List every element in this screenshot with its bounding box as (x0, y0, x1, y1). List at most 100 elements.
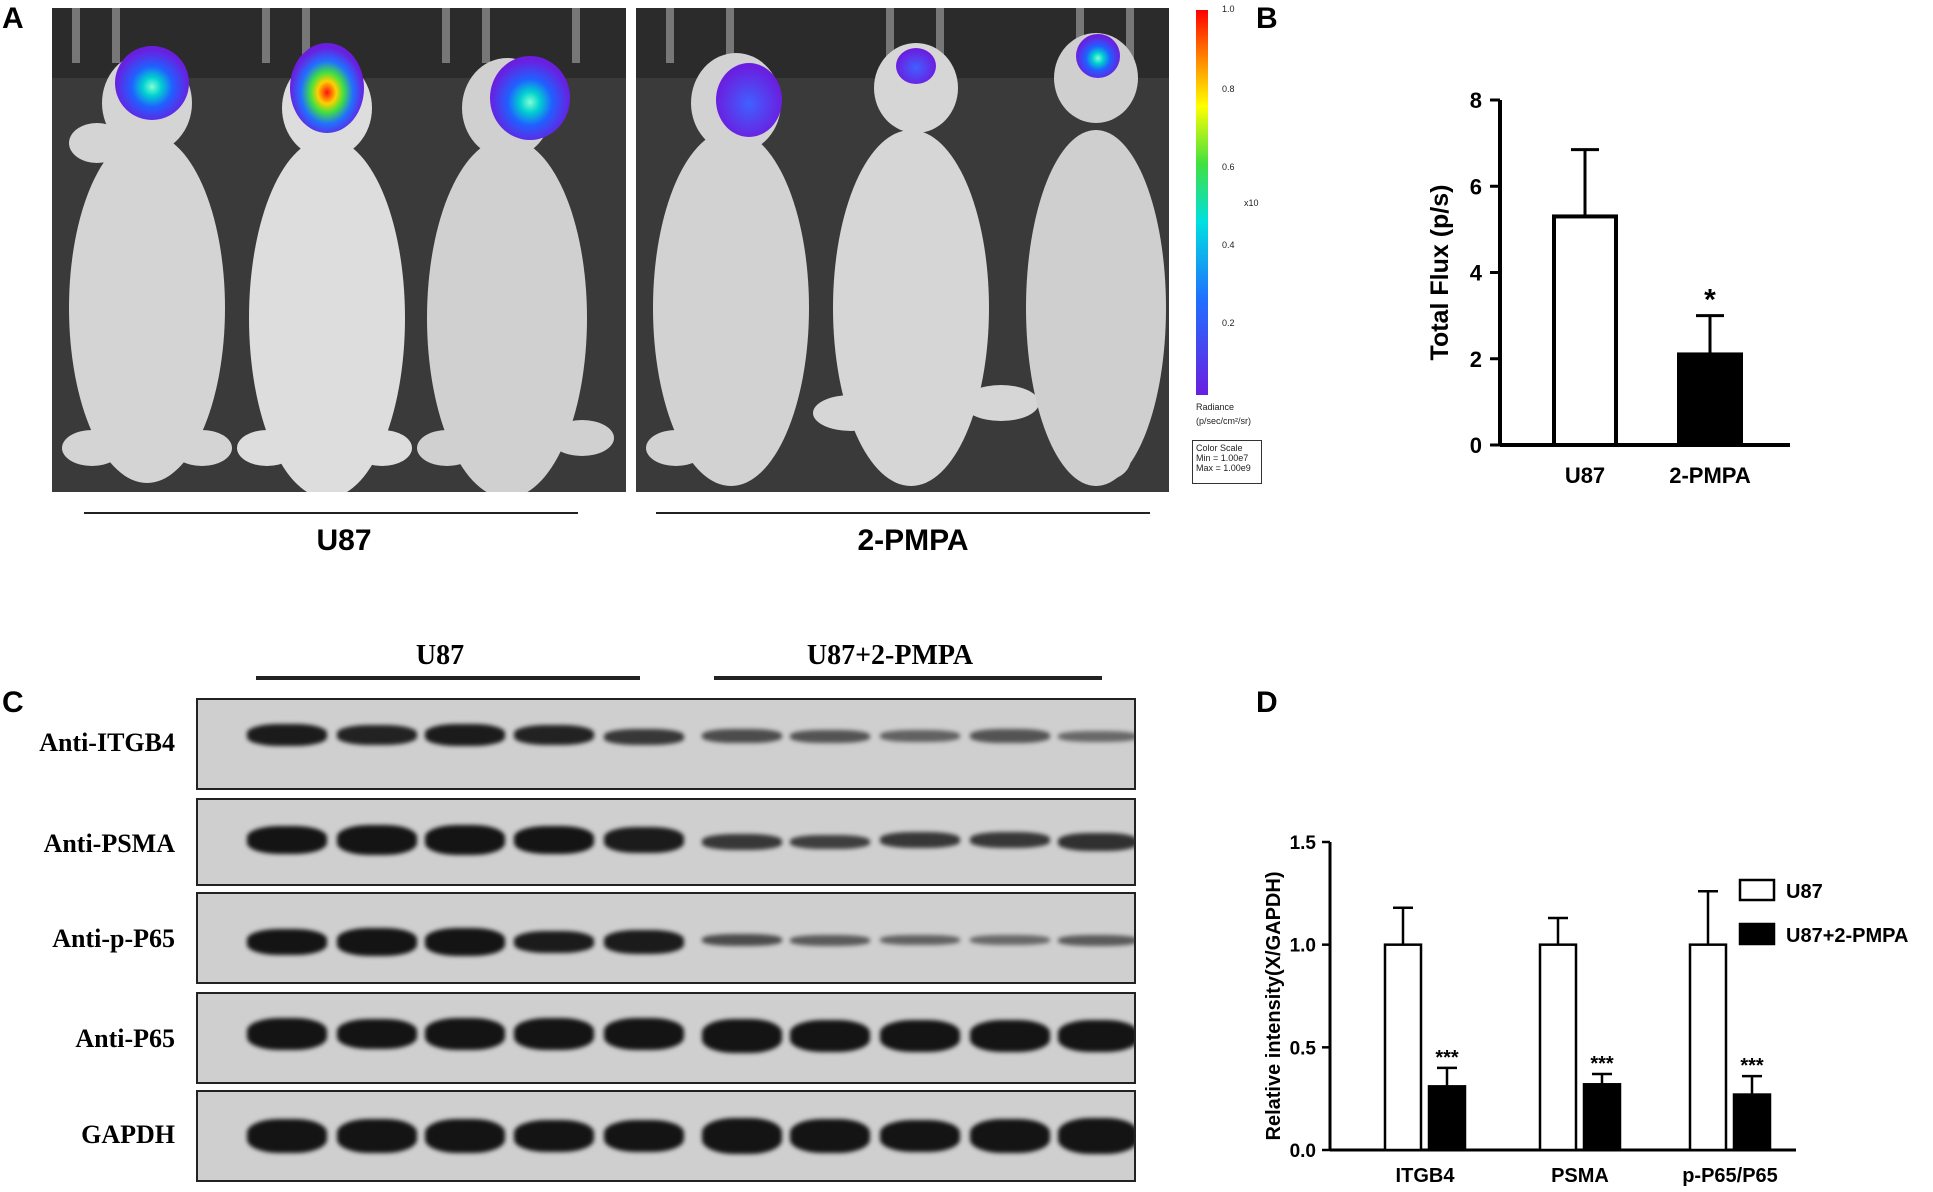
bar (1732, 1093, 1772, 1152)
y-axis-label: Total Flux (p/s) (1426, 185, 1454, 361)
blot-band (1058, 1118, 1134, 1154)
y-tick-label: 1.0 (1290, 936, 1316, 957)
x-tick-label: ITGB4 (1396, 1165, 1456, 1187)
blot-band (790, 729, 870, 743)
wb-group-line-u87 (256, 676, 640, 680)
bar (1688, 943, 1728, 1152)
imaging-group-u87 (52, 8, 626, 492)
blot-band (514, 1120, 594, 1152)
blot-band (337, 825, 417, 855)
blot-band (425, 1119, 505, 1153)
blot-band (604, 827, 684, 853)
y-tick-label: 0.0 (1290, 1141, 1316, 1162)
blot-band (425, 825, 505, 855)
x-tick-label: PSMA (1551, 1165, 1609, 1187)
blot-band (970, 832, 1050, 848)
blot-band (790, 1020, 870, 1052)
colorbar (1196, 10, 1208, 395)
blot-p65 (196, 992, 1136, 1084)
significance-marker: *** (1740, 1055, 1764, 1077)
y-axis-label: Relative intensity(X/GAPDH) (1263, 872, 1285, 1141)
wb-group-label-2pmpa: U87+2-PMPA (806, 640, 974, 671)
y-tick-label: 4 (1470, 261, 1483, 286)
colorbar-tick: 0.4 (1222, 240, 1235, 250)
bar (1383, 943, 1423, 1152)
blot-psma (196, 798, 1136, 886)
color-scale-min: Min = 1.00e7 (1196, 453, 1249, 463)
imaging-u87-svg (52, 8, 626, 492)
blot-band (514, 725, 594, 745)
legend-swatch (1738, 878, 1776, 902)
blot-band (425, 1018, 505, 1050)
blot-p-p65 (196, 892, 1136, 984)
blot-band (1058, 934, 1134, 946)
color-scale-max: Max = 1.00e9 (1196, 463, 1251, 473)
blot-band (880, 730, 960, 742)
colorbar-tick: 0.8 (1222, 84, 1235, 94)
blot-band (425, 928, 505, 956)
blot-band (247, 826, 327, 854)
bar (1427, 1085, 1467, 1152)
chart-total-flux: 0 2 4 6 8 Total Flux (p/s) U87 2-PMPA * (1426, 88, 1790, 488)
bar (1677, 352, 1743, 447)
blot-band (425, 724, 505, 746)
group-label-2pmpa: 2-PMPA (857, 524, 969, 557)
wb-group-label-u87: U87 (415, 640, 465, 671)
blot-band (790, 835, 870, 849)
blot-band (514, 931, 594, 953)
blot-band (604, 1018, 684, 1050)
color-scale-box: Color Scale Min = 1.00e7 Max = 1.00e9 (1192, 440, 1262, 484)
blot-band (970, 729, 1050, 743)
blot-band (1058, 730, 1134, 742)
significance-marker: *** (1590, 1053, 1614, 1075)
blot-band (790, 1119, 870, 1153)
blot-band (702, 1118, 782, 1154)
wb-row-label: Anti-P65 (75, 1024, 175, 1053)
y-tick-label: 2 (1470, 347, 1482, 372)
colorbar-tick: 0.6 (1222, 162, 1235, 172)
bar (1582, 1083, 1622, 1152)
blot-band (970, 935, 1050, 945)
colorbar-tick: 1.0 (1222, 4, 1235, 14)
blot-itgb4 (196, 698, 1136, 790)
legend-swatch (1738, 922, 1776, 946)
color-scale-title: Color Scale (1196, 443, 1243, 453)
panel-a-letter: A (2, 2, 24, 35)
blot-band (247, 1018, 327, 1050)
blot-band (702, 729, 782, 743)
significance-marker: * (1704, 284, 1716, 317)
blot-band (247, 724, 327, 746)
blot-band (702, 934, 782, 946)
blot-band (970, 1020, 1050, 1052)
y-tick-label: 1.5 (1290, 833, 1317, 854)
blot-band (247, 929, 327, 955)
legend-label: U87+2-PMPA (1786, 925, 1908, 947)
blot-band (514, 826, 594, 854)
x-tick-label: U87 (1565, 463, 1605, 488)
y-tick-label: 0 (1470, 433, 1482, 458)
blot-band (337, 725, 417, 745)
blot-band (604, 729, 684, 745)
group-line-u87 (84, 512, 578, 514)
blot-band (970, 1119, 1050, 1153)
panel-b-letter: B (1256, 2, 1278, 35)
colorbar-unit: Radiance (1196, 402, 1235, 412)
blot-band (790, 934, 870, 946)
colorbar-tick: 0.2 (1222, 318, 1235, 328)
legend-label: U87 (1786, 881, 1823, 903)
y-tick-label: 8 (1470, 88, 1482, 113)
blot-band (702, 834, 782, 850)
wb-row-label: Anti-PSMA (43, 829, 175, 858)
blot-band (337, 1119, 417, 1153)
imaging-2pmpa-svg (636, 8, 1169, 486)
colorbar-unit: (p/sec/cm²/sr) (1196, 416, 1251, 426)
panel-d-letter: D (1256, 686, 1278, 719)
blot-band (1058, 1020, 1134, 1052)
blot-band (880, 935, 960, 945)
bar (1538, 943, 1578, 1152)
wb-row-label: Anti-ITGB4 (39, 728, 175, 757)
mouse-2pmpa-3 (1026, 33, 1166, 486)
wb-row-label: Anti-p-P65 (52, 924, 175, 953)
imaging-group-2pmpa (636, 8, 1169, 492)
